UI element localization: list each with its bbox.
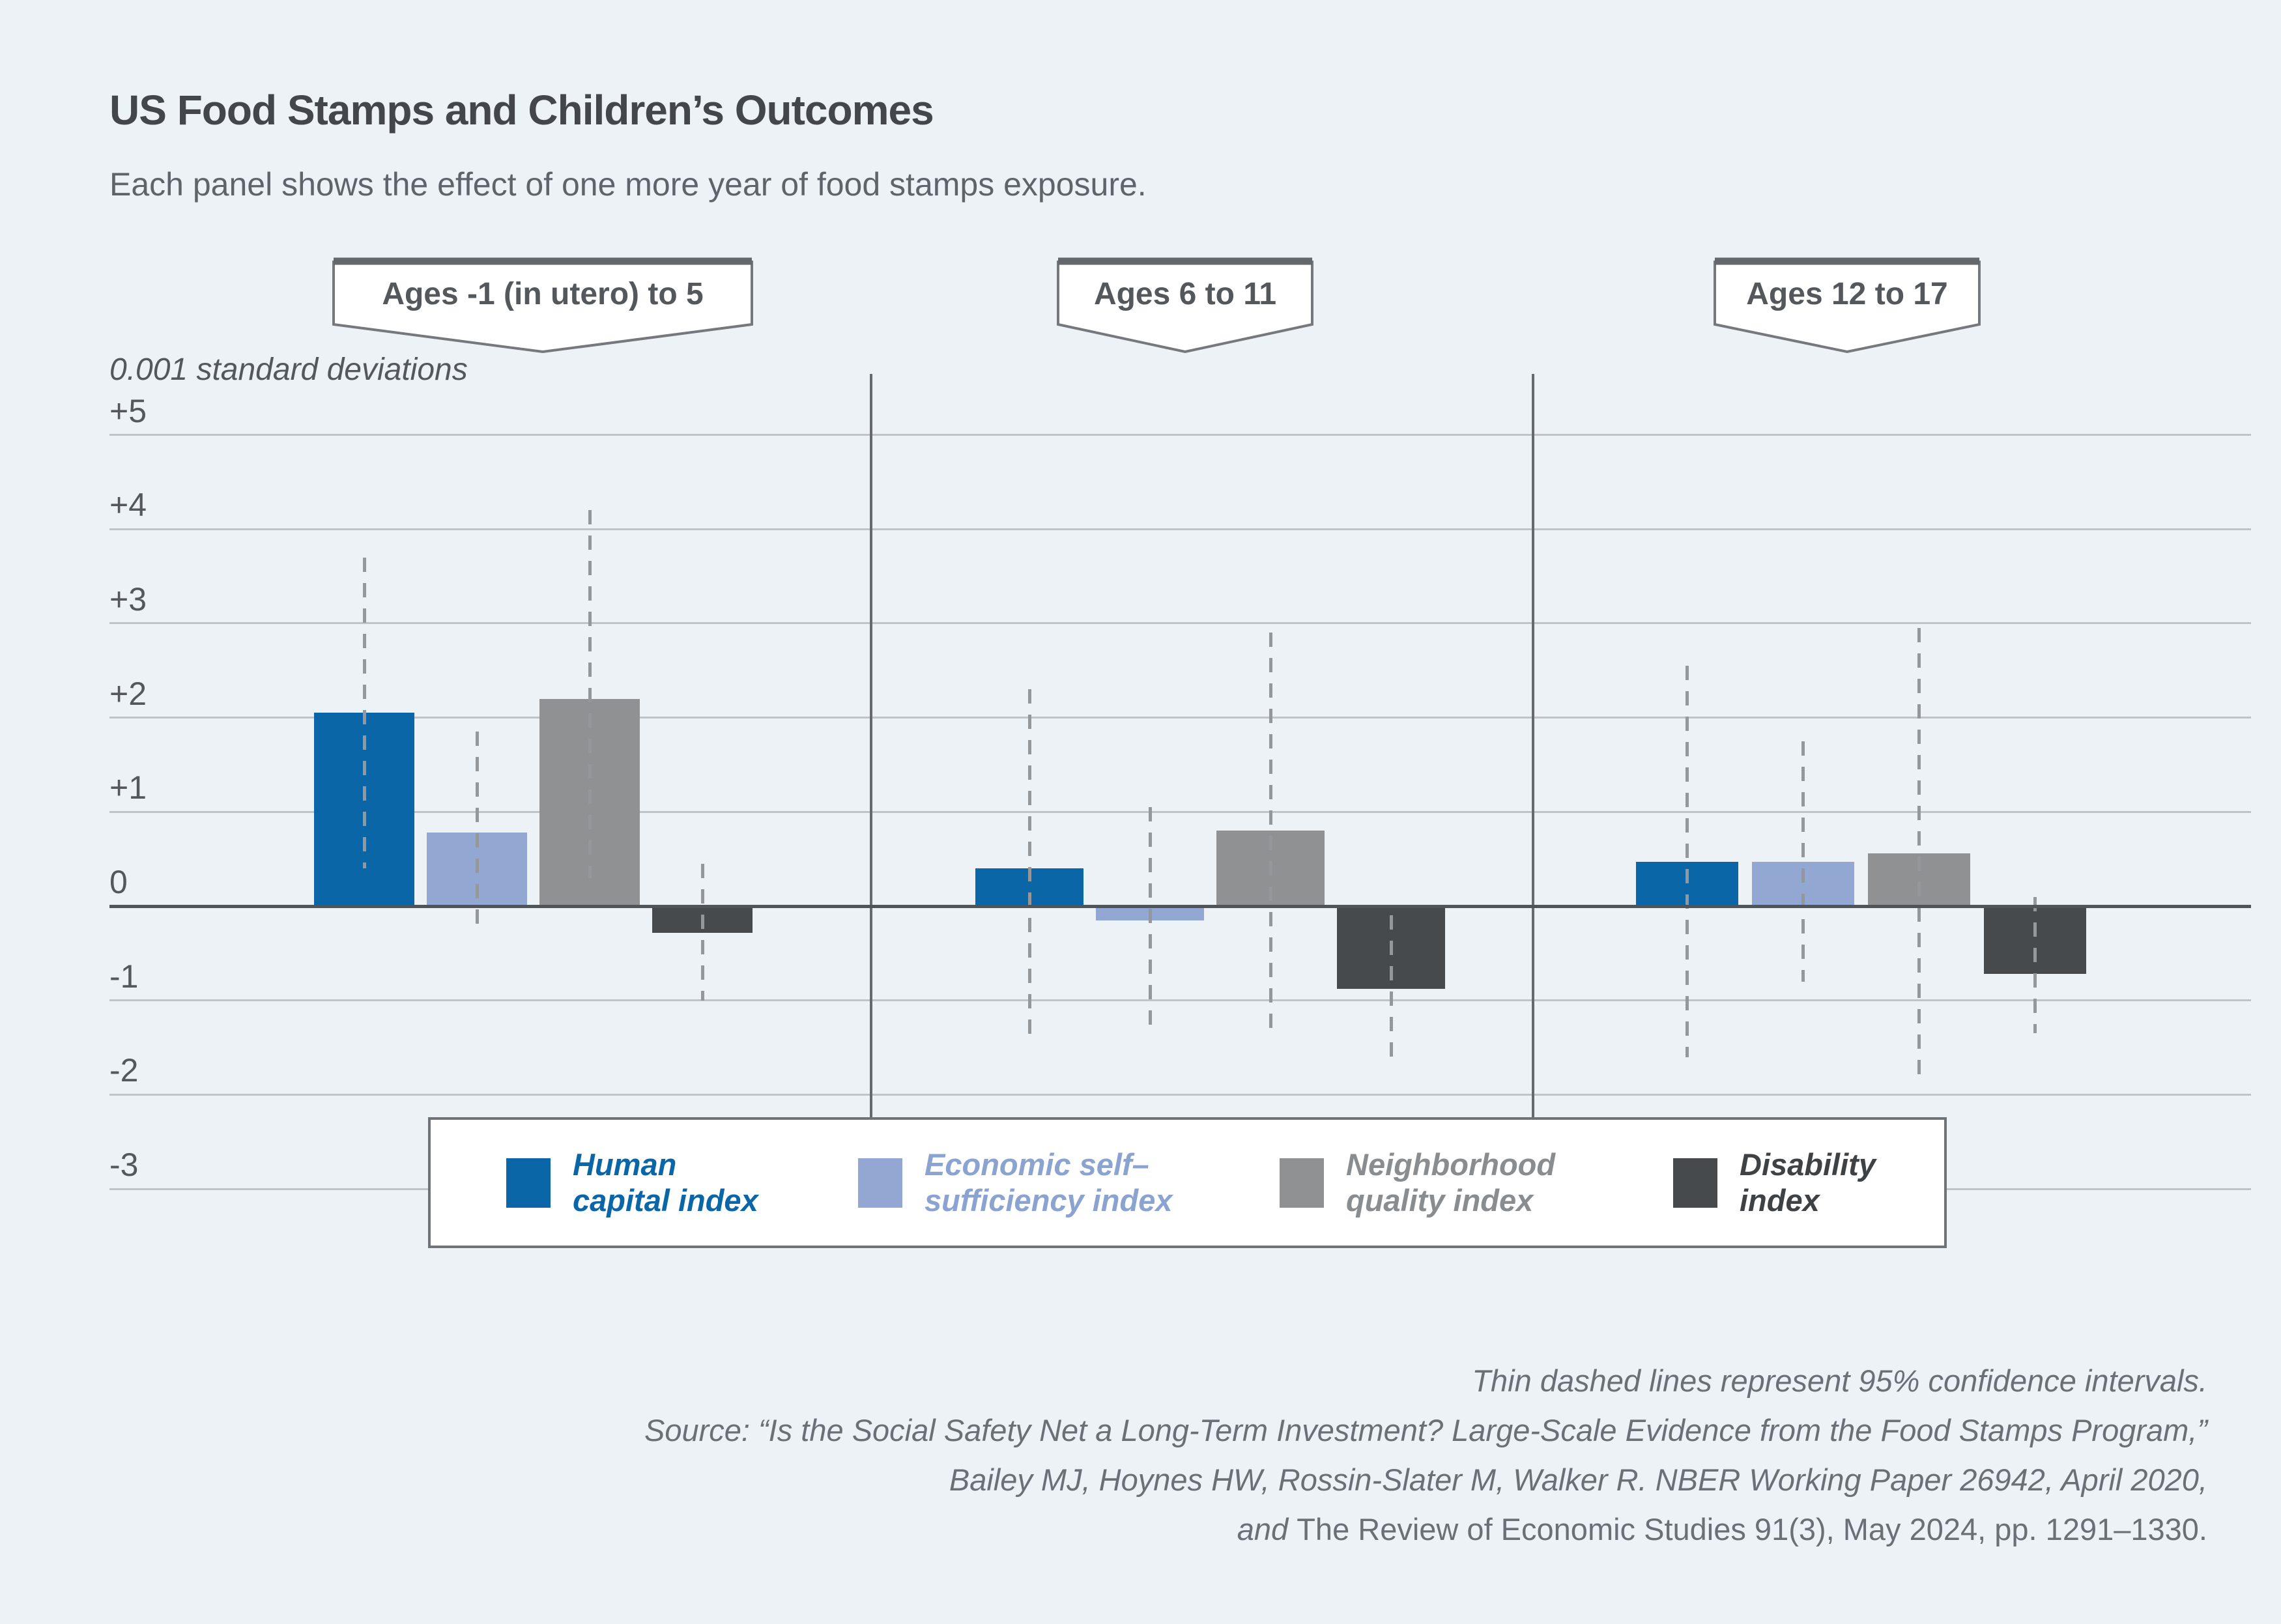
legend-swatch-icon xyxy=(506,1158,551,1208)
source-note: Thin dashed lines represent 95% confiden… xyxy=(253,1356,2207,1554)
ci-economic-self-sufficiency-index-panel-3 xyxy=(1801,741,1805,982)
ci-human-capital-index-panel-3 xyxy=(1686,666,1689,1057)
panel-banner-shape xyxy=(1714,257,1981,354)
ci-economic-self-sufficiency-index-panel-2 xyxy=(1148,807,1152,1029)
gridline--1 xyxy=(109,999,2251,1002)
legend-swatch-icon xyxy=(858,1158,902,1208)
legend-label: Neighborhood quality index xyxy=(1346,1147,1556,1218)
page-title: US Food Stamps and Children’s Outcomes xyxy=(109,87,934,134)
y-tick-label-+5: +5 xyxy=(109,392,147,429)
panel-separator-1 xyxy=(870,374,872,1117)
y-axis-unit-caption: 0.001 standard deviations xyxy=(109,352,468,387)
source-line-3: and The Review of Economic Studies 91(3)… xyxy=(1237,1512,2207,1546)
gridline--2 xyxy=(109,1093,2251,1096)
y-tick-label--1: -1 xyxy=(109,958,139,995)
y-tick-label--3: -3 xyxy=(109,1147,139,1184)
panel-banner-label-2: Ages 6 to 11 xyxy=(1093,277,1277,311)
legend-item-neighborhood-quality-index: Neighborhood quality index xyxy=(1280,1120,1555,1246)
ci-neighborhood-quality-index-panel-1 xyxy=(588,510,592,878)
ci-disability-index-panel-3 xyxy=(2033,896,2037,1034)
ci-note: Thin dashed lines represent 95% confiden… xyxy=(1472,1363,2207,1398)
legend-label: Disability index xyxy=(1740,1147,1876,1218)
legend-item-human-capital-index: Human capital index xyxy=(506,1120,758,1246)
source-line-2: Bailey MJ, Hoynes HW, Rossin-Slater M, W… xyxy=(949,1462,2207,1497)
panel-banner-shape xyxy=(332,257,753,354)
y-tick-label--2: -2 xyxy=(109,1052,139,1089)
ci-human-capital-index-panel-1 xyxy=(362,557,366,869)
gridline-+2 xyxy=(109,717,2251,719)
gridline-+5 xyxy=(109,434,2251,436)
source-line-1: Source: “Is the Social Safety Net a Long… xyxy=(644,1413,2207,1447)
ci-economic-self-sufficiency-index-panel-1 xyxy=(475,732,479,930)
panel-banner-shape xyxy=(1057,257,1313,354)
ci-neighborhood-quality-index-panel-2 xyxy=(1269,633,1272,1029)
ci-disability-index-panel-1 xyxy=(700,863,704,1001)
legend-item-economic-self-sufficiency-index: Economic self– sufficiency index xyxy=(858,1120,1173,1246)
panel-separator-2 xyxy=(1532,374,1534,1117)
legend-swatch-icon xyxy=(1280,1158,1324,1208)
panel-banner-label-3: Ages 12 to 17 xyxy=(1746,277,1948,311)
page-subtitle: Each panel shows the effect of one more … xyxy=(109,166,1147,203)
zero-axis-line xyxy=(109,904,2251,908)
ci-disability-index-panel-2 xyxy=(1389,915,1393,1057)
ci-human-capital-index-panel-2 xyxy=(1027,689,1031,1043)
panel-banner-label-1: Ages -1 (in utero) to 5 xyxy=(382,277,704,311)
y-tick-label-+1: +1 xyxy=(109,769,147,806)
gridline-+4 xyxy=(109,528,2251,530)
legend-label: Economic self– sufficiency index xyxy=(925,1147,1173,1218)
gridline-+3 xyxy=(109,622,2251,625)
y-tick-label-0: 0 xyxy=(109,864,128,900)
legend-label: Human capital index xyxy=(573,1147,758,1218)
legend-swatch-icon xyxy=(1673,1158,1717,1208)
ci-neighborhood-quality-index-panel-3 xyxy=(1917,628,1921,1076)
gridline-+1 xyxy=(109,810,2251,813)
y-tick-label-+2: +2 xyxy=(109,675,147,712)
y-tick-label-+3: +3 xyxy=(109,580,147,618)
legend-item-disability-index: Disability index xyxy=(1673,1120,1876,1246)
legend: Human capital index Economic self– sufficie… xyxy=(428,1117,1947,1248)
y-tick-label-+4: +4 xyxy=(109,487,147,524)
